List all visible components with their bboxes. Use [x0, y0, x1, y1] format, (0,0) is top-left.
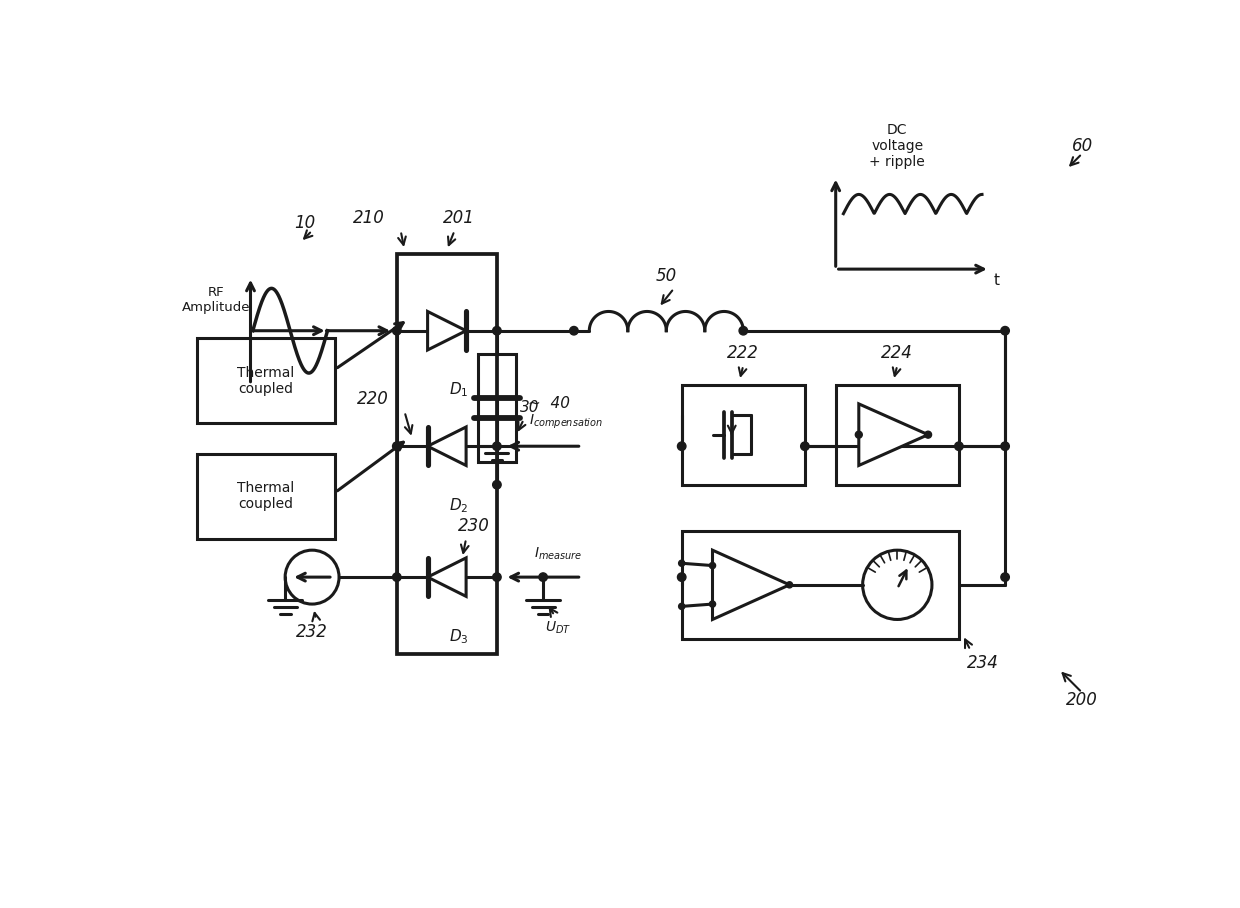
- Text: 234: 234: [967, 654, 998, 672]
- Text: 201: 201: [443, 209, 475, 227]
- Circle shape: [492, 442, 501, 450]
- Circle shape: [393, 442, 401, 450]
- Circle shape: [539, 573, 547, 581]
- Text: $D_2$: $D_2$: [449, 497, 469, 515]
- Circle shape: [925, 431, 931, 439]
- Circle shape: [677, 573, 686, 581]
- Text: 210: 210: [353, 209, 386, 227]
- Circle shape: [393, 573, 401, 581]
- Circle shape: [492, 327, 501, 335]
- Polygon shape: [428, 311, 466, 350]
- Circle shape: [801, 442, 810, 450]
- Polygon shape: [859, 404, 928, 466]
- Circle shape: [393, 327, 401, 335]
- Bar: [197, 339, 335, 423]
- Text: $I_{measure}$: $I_{measure}$: [534, 546, 583, 562]
- Text: $D_3$: $D_3$: [449, 627, 469, 646]
- Circle shape: [569, 327, 578, 335]
- Text: t: t: [993, 273, 999, 288]
- Circle shape: [786, 582, 792, 587]
- Bar: [477, 354, 516, 461]
- Circle shape: [492, 480, 501, 489]
- Text: ~  40: ~ 40: [528, 397, 569, 411]
- Text: 222: 222: [728, 343, 759, 361]
- Text: 230: 230: [459, 517, 490, 535]
- Text: 30: 30: [520, 400, 539, 415]
- Text: $D_1$: $D_1$: [449, 380, 469, 400]
- Text: +: +: [715, 557, 725, 569]
- Circle shape: [678, 603, 684, 609]
- Circle shape: [739, 327, 748, 335]
- Polygon shape: [713, 550, 790, 619]
- Text: 220: 220: [357, 390, 389, 408]
- Circle shape: [955, 442, 963, 450]
- Circle shape: [1001, 327, 1009, 335]
- Bar: [836, 385, 959, 485]
- Bar: [682, 385, 805, 485]
- Text: -: -: [718, 599, 723, 614]
- Circle shape: [709, 601, 715, 607]
- Circle shape: [678, 560, 684, 567]
- Text: RF
Amplitude: RF Amplitude: [181, 286, 250, 314]
- Text: 200: 200: [1066, 691, 1099, 709]
- Text: $I_{compensation}$: $I_{compensation}$: [529, 412, 603, 430]
- Text: Thermal
coupled: Thermal coupled: [237, 481, 295, 511]
- Circle shape: [856, 431, 862, 439]
- Text: 232: 232: [296, 623, 329, 641]
- Circle shape: [492, 573, 501, 581]
- Circle shape: [677, 442, 686, 450]
- Polygon shape: [428, 558, 466, 597]
- Circle shape: [1001, 442, 1009, 450]
- Text: 10: 10: [294, 214, 315, 232]
- Bar: [682, 531, 959, 638]
- Text: 60: 60: [1071, 137, 1092, 155]
- Circle shape: [1001, 573, 1009, 581]
- Circle shape: [709, 562, 715, 568]
- Bar: [197, 454, 335, 538]
- Text: DC
voltage
+ ripple: DC voltage + ripple: [869, 123, 925, 169]
- Text: Thermal
coupled: Thermal coupled: [237, 366, 295, 396]
- Text: 224: 224: [882, 343, 913, 361]
- Text: $U_{DT}$: $U_{DT}$: [546, 619, 572, 636]
- Bar: [397, 253, 497, 654]
- Polygon shape: [428, 427, 466, 466]
- Text: 50: 50: [656, 267, 677, 284]
